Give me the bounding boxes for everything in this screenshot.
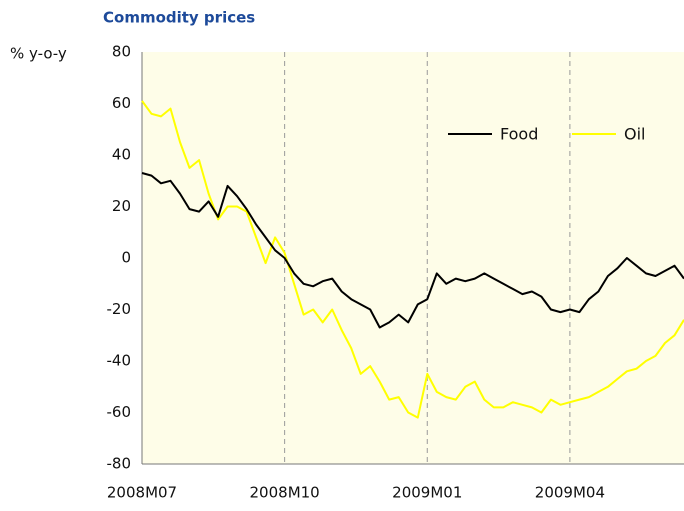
y-tick-label: -40 [107, 352, 132, 370]
y-axis-label: % y-o-y [10, 45, 67, 63]
legend-label: Oil [624, 125, 645, 144]
y-tick-label: -20 [107, 300, 132, 318]
line-series [141, 172, 684, 329]
legend-label: Food [500, 125, 538, 144]
x-tick-label: 2008M10 [250, 484, 320, 502]
x-tick-label: 2009M01 [392, 484, 462, 502]
plot-area [142, 52, 684, 464]
y-tick-label: 40 [112, 146, 131, 164]
y-tick-label: 60 [112, 94, 131, 112]
y-tick-label: -80 [107, 455, 132, 473]
line-series [141, 100, 684, 419]
x-tick-label: 2009M04 [535, 484, 605, 502]
y-tick-label: 0 [121, 249, 131, 267]
chart-title: Commodity prices [103, 9, 255, 27]
y-tick-label: 80 [112, 43, 131, 61]
y-tick-label: 20 [112, 197, 131, 215]
x-tick-label: 2008M07 [107, 484, 177, 502]
y-tick-label: -60 [107, 403, 132, 421]
